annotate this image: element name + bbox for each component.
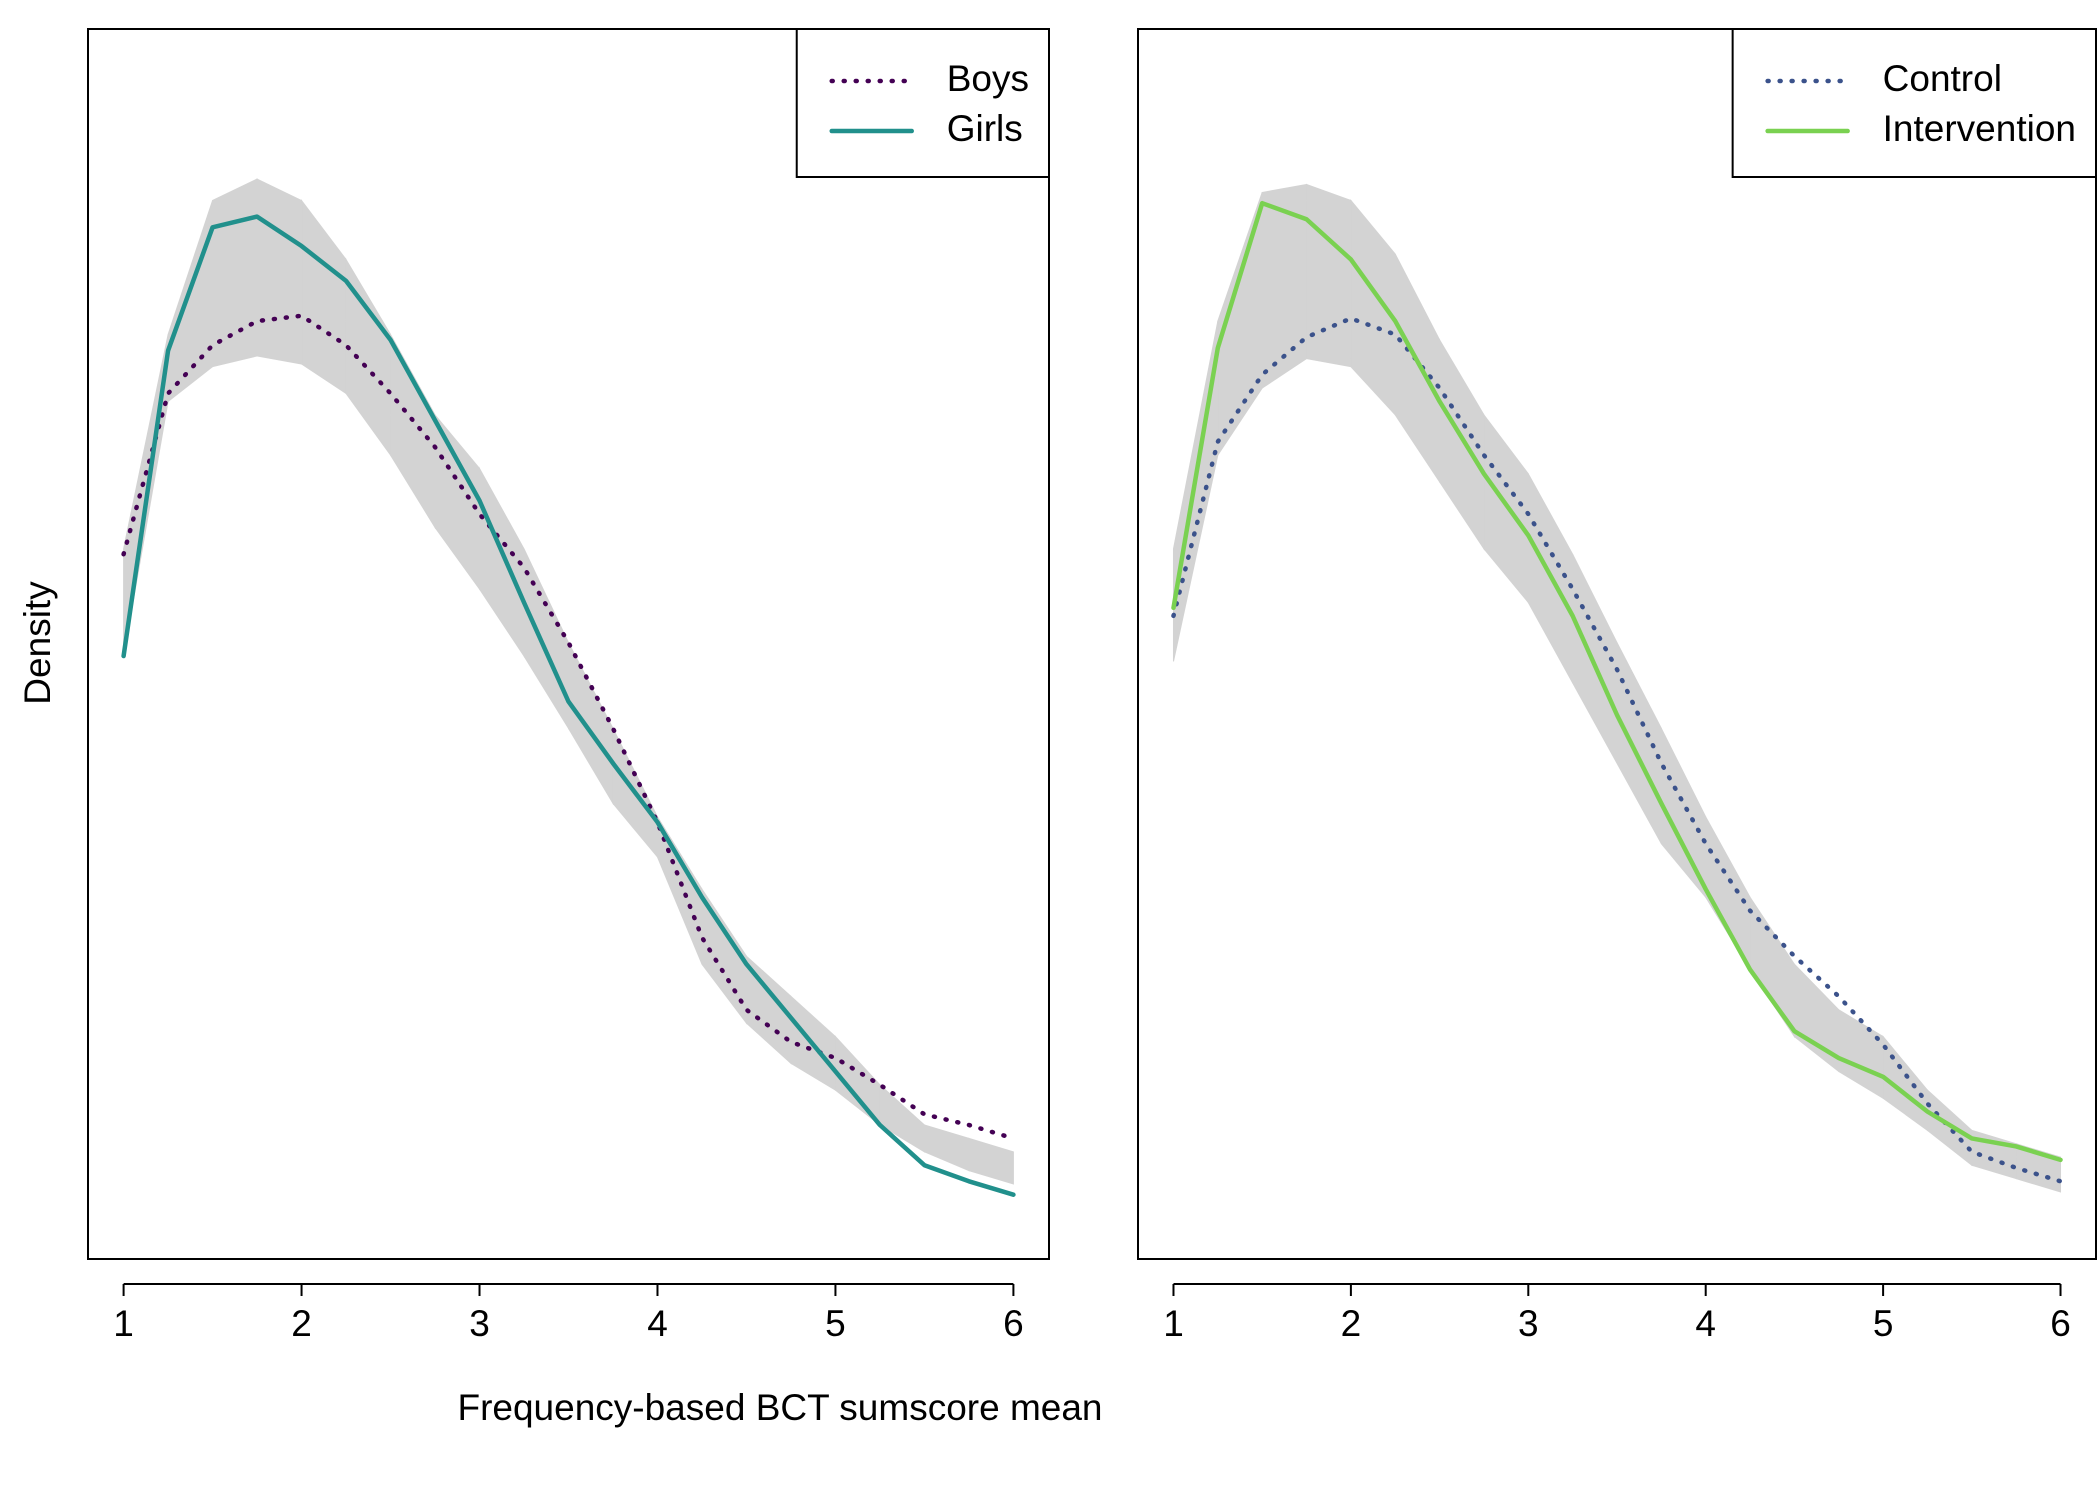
confidence-band: [1926, 1089, 1973, 1167]
confidence-band: [568, 642, 614, 806]
confidence-band: [1306, 183, 1352, 368]
x-tick-label: 2: [1341, 1303, 1362, 1344]
legend-box: [1731, 28, 2097, 178]
confidence-band: [1394, 253, 1441, 484]
confidence-band: [390, 332, 436, 530]
x-tick-label: 5: [825, 1303, 846, 1344]
x-tick-label: 6: [2050, 1303, 2071, 1344]
x-tick-label: 1: [113, 1303, 134, 1344]
confidence-band: [923, 1124, 970, 1172]
series-line: [1171, 316, 2063, 1184]
x-tick-label: 2: [291, 1303, 312, 1344]
plot-frame: [87, 28, 1050, 1260]
x-tick-label: 4: [647, 1303, 668, 1344]
x-tick-label: 3: [1518, 1303, 1539, 1344]
legend-label: Boys: [947, 58, 1029, 99]
confidence-band: [879, 1083, 925, 1153]
series-line: [121, 214, 1016, 1197]
legend-label: Girls: [947, 108, 1023, 149]
x-tick-label: 3: [469, 1303, 490, 1344]
legend-box: [795, 28, 1050, 178]
legend: Control Intervention: [1731, 28, 2097, 178]
confidence-band: [479, 466, 525, 658]
confidence-band: [434, 413, 481, 591]
confidence-band: [1705, 816, 1751, 972]
confidence-band: [1483, 413, 1529, 604]
confidence-band: [167, 200, 214, 403]
legend-label: Control: [1883, 58, 2002, 99]
x-axis-label: Frequency-based BCT sumscore mean: [457, 1387, 1102, 1428]
x-tick-label: 5: [1873, 1303, 1894, 1344]
x-tick-label: 4: [1695, 1303, 1716, 1344]
confidence-band: [301, 199, 347, 395]
confidence-band: [968, 1137, 1014, 1185]
x-tick-label: 1: [1163, 1303, 1184, 1344]
confidence-band: [1172, 320, 1219, 662]
plot-frame: [1137, 28, 2097, 1260]
x-tick-label: 6: [1003, 1303, 1024, 1344]
confidence-band: [523, 548, 569, 731]
y-axis-label: Density: [17, 581, 58, 705]
series-line: [121, 313, 1016, 1141]
confidence-band: [1616, 642, 1662, 844]
confidence-band: [256, 178, 303, 365]
series-line: [1171, 200, 2063, 1163]
confidence-band: [1350, 199, 1396, 417]
confidence-band: [212, 178, 258, 368]
legend-label: Intervention: [1883, 108, 2076, 149]
legend: Boys Girls: [795, 28, 1050, 178]
